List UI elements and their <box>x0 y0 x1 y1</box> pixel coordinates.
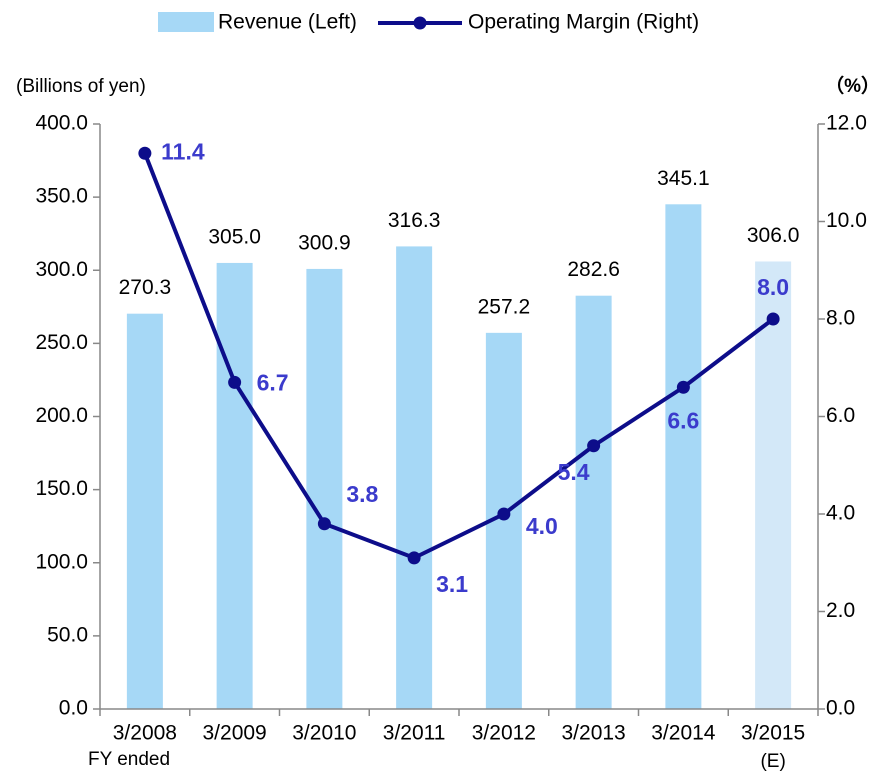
bar-value-label: 257.2 <box>478 295 531 318</box>
bar-value-label: 305.0 <box>208 225 261 248</box>
y2-axis-label: （%） <box>825 74 880 97</box>
legend-swatch <box>158 12 214 32</box>
y-tick-label: 50.0 <box>47 623 88 646</box>
y-tick-label: 350.0 <box>35 185 88 208</box>
y2-tick-label: 0.0 <box>826 697 855 720</box>
bar-value-label: 270.3 <box>119 276 172 299</box>
y-tick-label: 200.0 <box>35 404 88 427</box>
line-value-label: 3.1 <box>436 571 468 597</box>
line-value-label: 3.8 <box>346 481 378 507</box>
x-tick-label: 3/2009 <box>203 722 267 745</box>
bar-value-label: 316.3 <box>388 209 441 232</box>
x-tick-label: 3/2013 <box>562 722 626 745</box>
line-point <box>138 146 152 160</box>
legend-swatch <box>413 16 427 30</box>
y2-tick-label: 6.0 <box>826 404 855 427</box>
line-value-label: 6.6 <box>667 407 699 433</box>
line-point <box>766 312 780 326</box>
line-point <box>587 439 601 453</box>
bar <box>755 261 792 709</box>
line-point <box>228 375 242 389</box>
bar <box>665 204 702 709</box>
x-axis-label: FY ended <box>88 749 170 770</box>
x-tick-label: 3/2008 <box>113 722 177 745</box>
line-value-label: 5.4 <box>558 459 590 485</box>
annotation: (E) <box>760 751 785 772</box>
y2-tick-label: 2.0 <box>826 599 855 622</box>
bar <box>306 268 343 709</box>
y-tick-label: 100.0 <box>35 550 88 573</box>
bar <box>396 246 433 709</box>
line-point <box>317 517 331 531</box>
x-tick-label: 3/2012 <box>472 722 536 745</box>
y2-tick-label: 8.0 <box>826 307 855 330</box>
y-tick-label: 250.0 <box>35 331 88 354</box>
y-tick-label: 150.0 <box>35 477 88 500</box>
bar-value-label: 300.9 <box>298 231 351 254</box>
y2-tick-label: 10.0 <box>826 209 867 232</box>
bar-value-label: 345.1 <box>657 167 710 190</box>
line-point <box>497 507 511 521</box>
line-value-label: 8.0 <box>757 274 789 300</box>
x-tick-label: 3/2010 <box>292 722 356 745</box>
x-tick-label: 3/2011 <box>383 722 446 745</box>
line-point <box>407 551 421 565</box>
y2-tick-label: 12.0 <box>826 112 867 135</box>
y-tick-label: 300.0 <box>35 258 88 281</box>
line-value-label: 11.4 <box>161 138 205 164</box>
x-tick-label: 3/2014 <box>651 722 716 745</box>
legend-label: Operating Margin (Right) <box>468 11 699 34</box>
line-point <box>676 380 690 394</box>
legend-label: Revenue (Left) <box>218 11 357 34</box>
bar <box>575 295 612 709</box>
line-value-label: 6.7 <box>257 369 289 395</box>
y-tick-label: 0.0 <box>59 697 88 720</box>
bar-value-label: 306.0 <box>747 224 800 247</box>
bar <box>126 313 163 709</box>
y-axis-label: (Billions of yen) <box>16 76 146 97</box>
y2-tick-label: 4.0 <box>826 502 855 525</box>
line-series <box>143 152 775 561</box>
y-tick-label: 400.0 <box>35 112 88 135</box>
bar-value-label: 282.6 <box>567 258 620 281</box>
line-value-label: 4.0 <box>526 513 558 539</box>
x-tick-label: 3/2015 <box>741 722 805 745</box>
bar <box>216 262 253 709</box>
